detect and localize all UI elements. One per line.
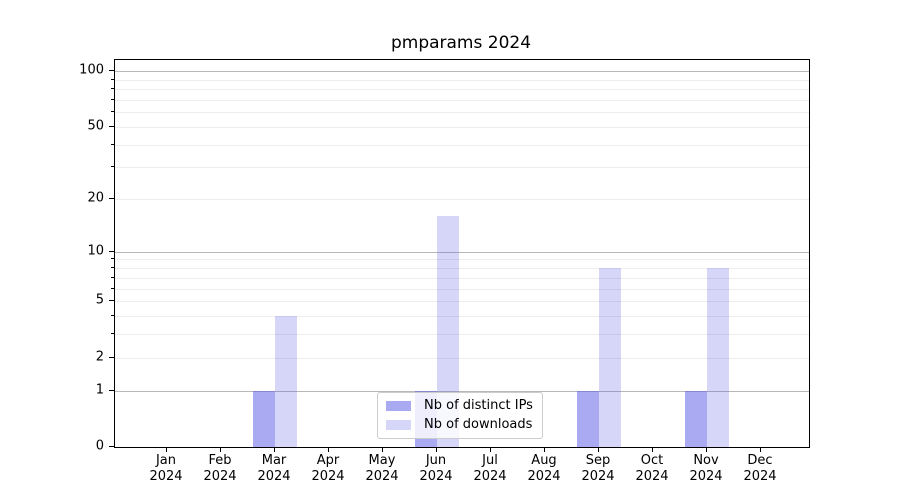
x-axis-tick-label: Jun 2024 [419,453,453,484]
y-minor-tick-mark [111,166,114,168]
y-tick-mark [109,125,114,127]
gridline-minor [115,288,809,290]
y-axis-tick-label: 100 [79,62,104,78]
legend-label: Nb of downloads [424,417,533,432]
x-axis-tick-label: Aug 2024 [527,453,561,484]
y-axis-tick-label: 50 [87,118,104,134]
x-axis-tick-label: Sep 2024 [581,453,615,484]
bar-downloads [599,268,621,447]
x-axis-tick-label: Jul 2024 [473,453,507,484]
y-axis-tick-label: 0 [95,438,104,454]
legend-swatch-distinct-ips [386,400,411,411]
legend-entry: Nb of downloads [386,417,533,432]
y-axis-labels: 0 1 2 5 10 20 50 100 [60,59,104,454]
x-tick-mark [490,447,491,452]
gridline-minor [115,167,809,169]
x-tick-mark [328,447,329,452]
gridline-minor [115,268,809,269]
y-minor-tick-mark [111,287,114,289]
x-axis-tick-label: Feb 2024 [203,453,237,484]
gridline-minor [115,89,809,90]
bar-distinct-ips [253,390,275,447]
x-axis-tick-label: Apr 2024 [311,453,345,484]
gridline-minor [115,357,809,359]
bar-downloads [275,315,297,447]
legend-entry: Nb of distinct IPs [386,398,533,413]
gridline-minor [115,199,809,200]
y-axis-tick-label: 1 [95,382,104,397]
x-tick-mark [598,447,599,452]
gridline-major [115,251,809,253]
gridline-minor [115,315,809,317]
gridline-major [115,390,809,392]
y-axis-tick-label: 10 [87,243,104,259]
gridline-minor [115,126,809,128]
x-axis-tick-label: Nov 2024 [689,453,723,484]
gridline-minor [115,99,809,101]
y-minor-tick-mark [111,258,114,260]
y-tick-mark [109,446,114,447]
bar-downloads [707,268,729,447]
x-tick-mark [760,447,761,452]
bar-distinct-ips [685,390,707,447]
gridline-minor [115,79,809,81]
bar-downloads [437,216,459,447]
y-tick-mark [109,250,114,252]
y-tick-mark [109,300,114,301]
x-tick-mark [382,447,383,452]
y-minor-tick-mark [111,78,114,80]
y-minor-tick-mark [111,143,114,145]
x-axis-tick-label: Jan 2024 [149,453,183,484]
y-minor-tick-mark [111,333,114,335]
y-minor-tick-mark [111,111,114,113]
x-tick-mark [166,447,167,452]
y-tick-mark [109,356,114,358]
legend-swatch-downloads [386,419,411,430]
y-minor-tick-mark [111,88,114,89]
x-tick-mark [220,447,221,452]
x-tick-mark [436,447,437,452]
plot-area [114,59,810,448]
gridline-minor [115,259,809,261]
gridline-minor [115,144,809,146]
gridline-minor [115,112,809,114]
y-axis-tick-label: 5 [95,292,104,308]
x-tick-mark [544,447,545,452]
y-minor-tick-mark [111,314,114,316]
gridline-major [115,71,809,73]
y-minor-tick-mark [111,267,114,268]
y-tick-mark [109,198,114,199]
gridline-minor [115,334,809,336]
x-axis-tick-label: May 2024 [365,453,399,484]
gridline-minor [115,277,809,279]
gridline-minor [115,301,809,302]
y-tick-mark [109,70,114,72]
x-tick-mark [652,447,653,452]
y-minor-tick-mark [111,276,114,278]
legend-label: Nb of distinct IPs [424,398,533,413]
x-axis-tick-label: Oct 2024 [635,453,669,484]
y-tick-mark [109,389,114,391]
legend: Nb of distinct IPs Nb of downloads [377,392,543,439]
y-axis-tick-label: 20 [87,190,104,206]
x-axis-tick-label: Dec 2024 [743,453,777,484]
x-tick-mark [706,447,707,452]
y-axis-tick-label: 2 [95,349,104,364]
y-minor-tick-mark [111,98,114,100]
x-tick-mark [274,447,275,452]
bar-distinct-ips [577,390,599,447]
chart-title: pmparams 2024 [390,33,532,53]
x-axis-tick-label: Mar 2024 [257,453,291,484]
